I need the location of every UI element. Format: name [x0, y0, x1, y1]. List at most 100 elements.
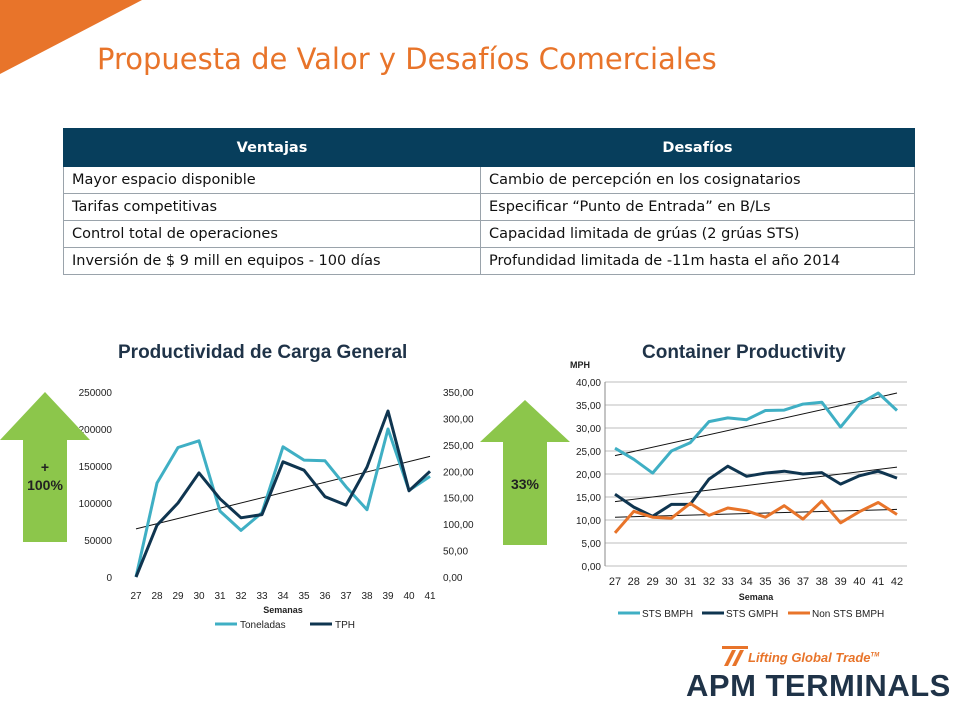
x-tick-label: 34: [277, 591, 289, 602]
legend-label: Non STS BMPH: [812, 609, 884, 620]
logo-name: APM TERMINALS: [686, 668, 951, 703]
logo-tagline: Lifting Global TradeTM: [748, 650, 879, 665]
series-line-sts-bmph: [614, 391, 899, 475]
legend-label: STS BMPH: [642, 609, 693, 620]
table-row: Mayor espacio disponible Cambio de perce…: [63, 166, 915, 194]
x-axis-label: Semanas: [263, 605, 303, 615]
table-cell: Control total de operaciones: [63, 220, 481, 248]
y-right-tick-label: 100,00: [443, 520, 474, 531]
y-tick-label: 20,00: [576, 470, 601, 481]
legend-label: TPH: [335, 620, 355, 631]
left-arrow-label-plus: +: [40, 459, 50, 475]
x-tick-label: 40: [853, 576, 865, 588]
y-right-tick-label: 200,00: [443, 467, 474, 478]
x-tick-label: 36: [778, 576, 790, 588]
right-arrow-label: 33%: [510, 476, 540, 492]
up-arrow-icon: [480, 400, 570, 545]
x-axis-label: Semana: [739, 592, 775, 602]
y-tick-label: 0,00: [582, 562, 602, 573]
x-tick-label: 32: [703, 576, 715, 588]
y-left-tick-label: 200000: [79, 425, 113, 436]
x-tick-label: 31: [214, 591, 226, 602]
apm-logo-icon: [722, 646, 748, 666]
y-tick-label: 35,00: [576, 401, 601, 412]
y-tick-label: 25,00: [576, 447, 601, 458]
x-tick-label: 42: [891, 576, 903, 588]
x-tick-label: 40: [403, 591, 415, 602]
x-tick-label: 32: [235, 591, 247, 602]
chart2-title: Container Productivity: [642, 342, 846, 363]
series-line-sts-gmph: [614, 464, 898, 518]
y-tick-label: 10,00: [576, 516, 601, 527]
x-tick-label: 41: [872, 576, 884, 588]
table-cell: Capacidad limitada de grúas (2 grúas STS…: [480, 220, 915, 248]
table-row: Inversión de $ 9 mill en equipos - 100 d…: [63, 247, 915, 275]
table-cell: Profundidad limitada de -11m hasta el añ…: [480, 247, 915, 275]
y-tick-label: 30,00: [576, 424, 601, 435]
table-header-row: Ventajas Desafíos: [63, 128, 915, 167]
logo-tagline-text: Lifting Global Trade: [748, 650, 871, 665]
legend-label: STS GMPH: [726, 609, 778, 620]
trendline: [614, 392, 898, 457]
y-right-tick-label: 250,00: [443, 441, 474, 452]
advantages-challenges-table: Ventajas Desafíos Mayor espacio disponib…: [63, 128, 915, 275]
x-tick-label: 38: [361, 591, 373, 602]
x-tick-label: 28: [628, 576, 640, 588]
table-cell: Especificar “Punto de Entrada” en B/Ls: [480, 193, 915, 221]
x-tick-label: 37: [797, 576, 809, 588]
x-tick-label: 29: [646, 576, 658, 588]
up-arrow-icon: [0, 392, 90, 542]
logo-tm: TM: [870, 652, 880, 659]
x-tick-label: 29: [172, 591, 184, 602]
y-left-tick-label: 100000: [79, 499, 113, 510]
y-right-tick-label: 350,00: [443, 388, 474, 399]
y-right-tick-label: 50,00: [443, 547, 468, 558]
trendline: [135, 455, 431, 530]
x-tick-label: 27: [609, 576, 621, 588]
y-left-tick-label: 150000: [79, 462, 113, 473]
x-tick-label: 39: [382, 591, 394, 602]
y-right-tick-label: 0,00: [443, 573, 463, 584]
table-cell: Inversión de $ 9 mill en equipos - 100 d…: [63, 247, 481, 275]
left-arrow-label-percent: 100%: [27, 477, 63, 493]
x-tick-label: 31: [684, 576, 696, 588]
x-tick-label: 38: [816, 576, 828, 588]
x-tick-label: 28: [151, 591, 163, 602]
y-tick-label: 5,00: [582, 539, 602, 550]
chart1-title: Productividad de Carga General: [118, 342, 408, 363]
x-tick-label: 27: [130, 591, 142, 602]
left-arrow-label: + 100%: [0, 458, 90, 494]
series-line-toneladas: [134, 427, 431, 578]
x-tick-label: 35: [298, 591, 310, 602]
y-right-tick-label: 300,00: [443, 414, 474, 425]
x-tick-label: 39: [834, 576, 846, 588]
y-tick-label: 40,00: [576, 378, 601, 389]
x-tick-label: 33: [722, 576, 734, 588]
x-tick-label: 30: [665, 576, 677, 588]
y-tick-label: 15,00: [576, 493, 601, 504]
x-tick-label: 34: [740, 576, 752, 588]
x-tick-label: 33: [256, 591, 268, 602]
x-tick-label: 30: [193, 591, 205, 602]
legend-label: Toneladas: [240, 620, 286, 631]
table-row: Tarifas competitivas Especificar “Punto …: [63, 193, 915, 221]
x-tick-label: 41: [424, 591, 436, 602]
header-desafios: Desafíos: [480, 128, 915, 167]
y-axis-label: MPH: [570, 360, 590, 370]
chart-productividad: 0 50000 100000 150000 200000 250000 0,00 50,00 1…: [79, 388, 474, 631]
series-line-non-sts-bmph: [613, 499, 898, 534]
y-left-tick-label: 50000: [84, 536, 112, 547]
x-tick-label: 35: [759, 576, 771, 588]
corner-accent: [0, 0, 142, 74]
series-line-tph: [134, 409, 432, 578]
header-ventajas: Ventajas: [63, 128, 481, 167]
table-cell: Cambio de percepción en los cosignatario…: [480, 166, 915, 194]
table-cell: Mayor espacio disponible: [63, 166, 481, 194]
page-title: Propuesta de Valor y Desafíos Comerciale…: [97, 42, 717, 76]
y-right-tick-label: 150,00: [443, 494, 474, 505]
table-row: Control total de operaciones Capacidad l…: [63, 220, 915, 248]
table-cell: Tarifas competitivas: [63, 193, 481, 221]
x-tick-label: 37: [340, 591, 352, 602]
y-left-tick-label: 0: [106, 573, 112, 584]
x-tick-label: 36: [319, 591, 331, 602]
